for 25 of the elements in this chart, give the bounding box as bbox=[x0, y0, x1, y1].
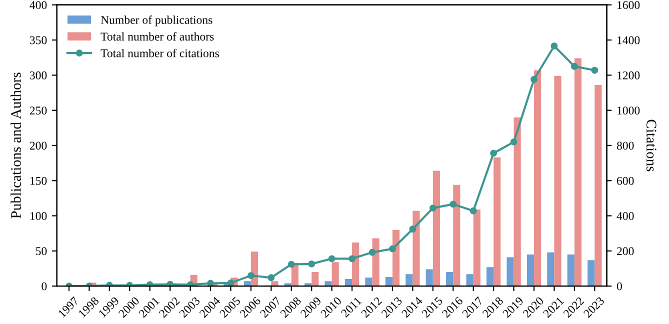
legend-label: Total number of citations bbox=[100, 48, 219, 58]
y-tick-label: 150 bbox=[30, 176, 47, 185]
y-axis-title: Publications and Authors bbox=[10, 72, 21, 218]
x-tick-label: 2011 bbox=[340, 296, 362, 318]
y-tick-label: 200 bbox=[30, 142, 47, 150]
x-tick-label: 1999 bbox=[98, 296, 120, 318]
y2-tick-label: 400 bbox=[616, 212, 634, 220]
y2-tick-label: 1600 bbox=[618, 1, 640, 10]
y-tick-label: 0 bbox=[42, 282, 47, 290]
y2-tick-label: 800 bbox=[616, 142, 634, 150]
y-tick-label: 100 bbox=[30, 212, 47, 220]
y-tick-label: 300 bbox=[30, 71, 47, 80]
y2-tick-label: 1000 bbox=[618, 106, 640, 115]
legend-label: Total number of authors bbox=[100, 32, 214, 41]
y2-tick-label: 1200 bbox=[618, 71, 640, 80]
y-tick-label: 250 bbox=[30, 106, 47, 115]
y-tick-label: 400 bbox=[30, 1, 47, 10]
y2-axis-title: Citations bbox=[646, 120, 656, 172]
y2-tick-label: 1400 bbox=[618, 36, 640, 44]
y2-tick-label: 600 bbox=[617, 176, 634, 185]
y2-tick-label: 0 bbox=[616, 282, 622, 290]
y-tick-label: 350 bbox=[30, 36, 47, 44]
legend-label: Number of publications bbox=[100, 15, 212, 26]
y2-tick-label: 200 bbox=[617, 247, 634, 256]
y-tick-label: 50 bbox=[36, 247, 47, 256]
